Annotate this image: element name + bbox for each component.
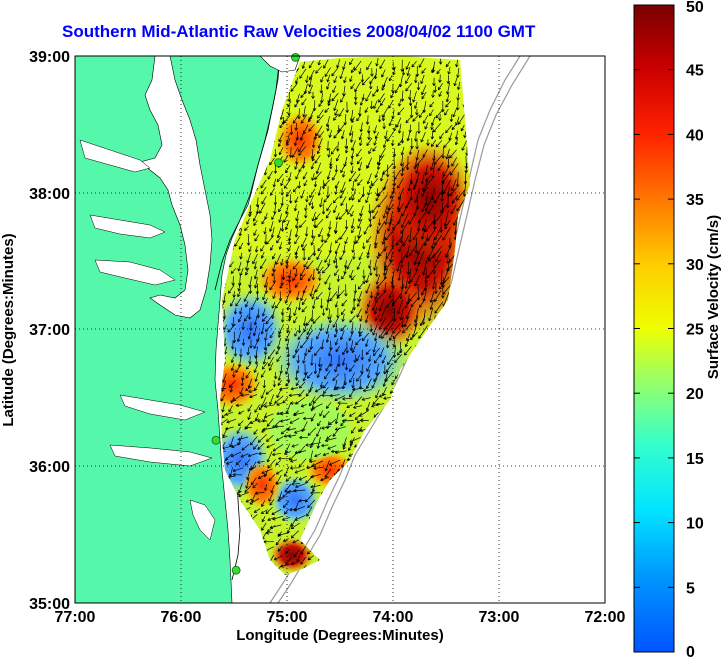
- colorbar-tick-label: 40: [686, 127, 704, 144]
- station-marker: [291, 52, 300, 62]
- colorbar: [633, 4, 675, 653]
- radar-stations: [211, 52, 300, 575]
- chart-title: Southern Mid-Atlantic Raw Velocities 200…: [62, 22, 536, 41]
- x-tick: 77:00: [55, 609, 96, 626]
- x-tick: 76:00: [161, 609, 202, 626]
- chesapeake-bay: [139, 56, 213, 319]
- colorbar-tick-label: 5: [686, 580, 695, 597]
- x-tick: 75:00: [267, 609, 308, 626]
- grid-lines: [75, 56, 605, 603]
- station-marker: [231, 565, 241, 575]
- x-axis-label: Longitude (Degrees:Minutes): [236, 627, 444, 644]
- x-tick: 72:00: [585, 609, 626, 626]
- station-marker: [274, 158, 283, 168]
- colorbar-tick-label: 30: [686, 257, 704, 274]
- land-layer: [75, 56, 301, 603]
- y-tick: 38:00: [29, 186, 70, 203]
- colorbar-label: Surface Velocity (cm/s): [705, 215, 722, 379]
- y-axis-label: Latitude (Degrees:Minutes): [0, 233, 17, 426]
- x-tick: 74:00: [373, 609, 414, 626]
- y-tick: 37:00: [29, 322, 70, 339]
- x-tick: 73:00: [479, 609, 520, 626]
- colorbar-tick-label: 20: [686, 386, 704, 403]
- y-tick: 36:00: [29, 459, 70, 476]
- y-tick: 35:00: [29, 596, 70, 613]
- colorbar-tick-label: 50: [686, 0, 704, 16]
- colorbar-tick-label: 10: [686, 516, 704, 533]
- y-tick: 39:00: [29, 49, 70, 66]
- colorbar-tick-label: 35: [686, 192, 704, 209]
- x-tick-labels: 77:00 76:00 75:00 74:00 73:00 72:00: [55, 609, 626, 626]
- colorbar-ticks: 0 5 10 15 20 25 30 35 40 45 50: [634, 0, 704, 659]
- velocity-field: [220, 56, 470, 575]
- colorbar-tick-label: 45: [686, 63, 704, 80]
- station-marker: [211, 435, 221, 445]
- y-tick-labels: 39:00 38:00 37:00 36:00 35:00: [29, 49, 70, 613]
- colorbar-tick-label: 25: [686, 322, 704, 339]
- plot-frame: [74, 55, 606, 604]
- colorbar-tick-label: 0: [686, 644, 695, 659]
- colorbar-tick-label: 15: [686, 451, 704, 468]
